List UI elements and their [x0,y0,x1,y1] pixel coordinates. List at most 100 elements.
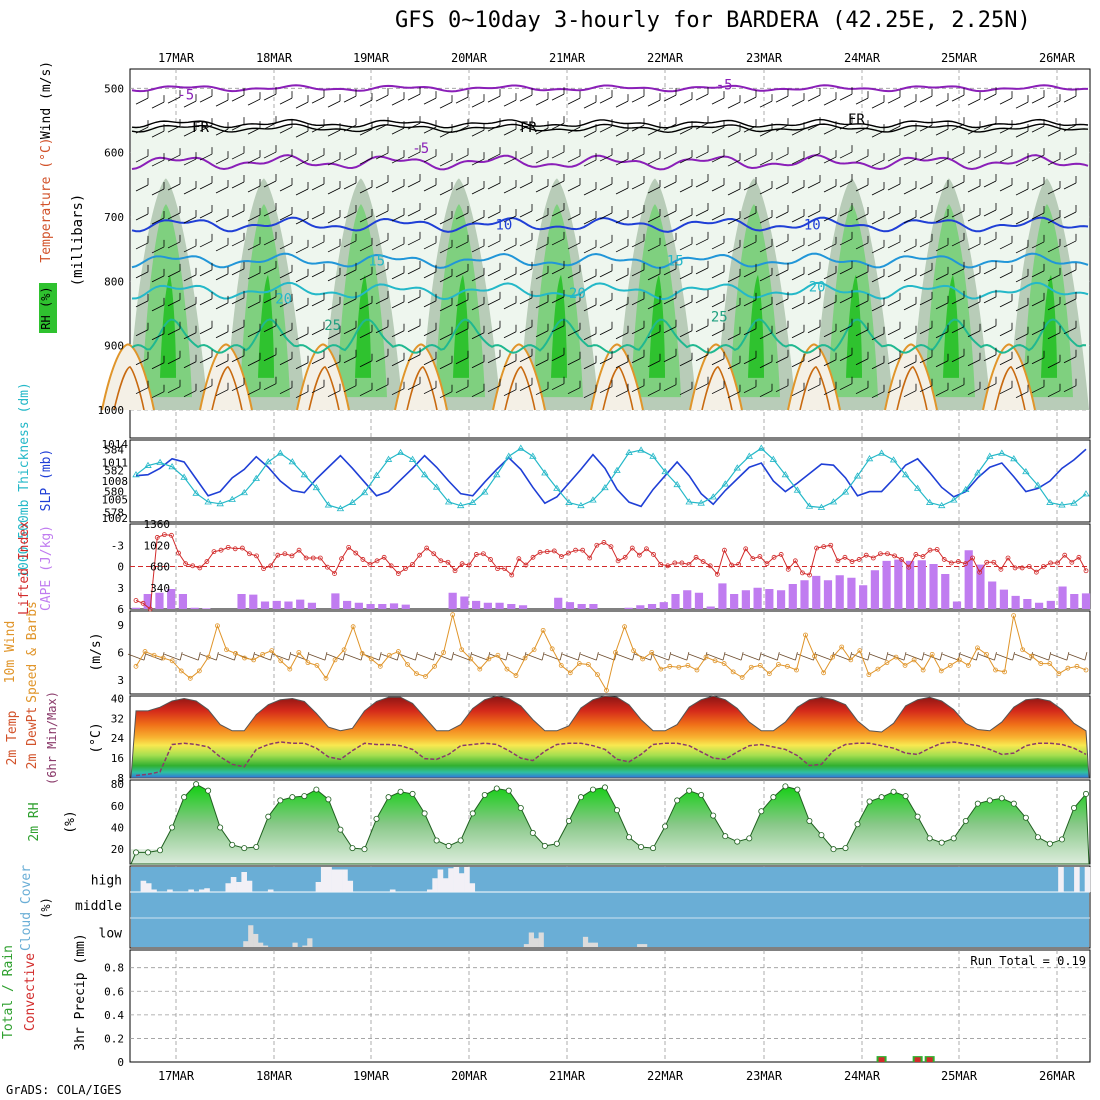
cape-bar [389,603,399,609]
rh-point [902,793,909,800]
temp-contour-35 [602,365,634,411]
wind-barb [375,94,389,102]
wind-speed-point [875,666,881,672]
lifted-index-point [551,548,557,554]
wind-barb [679,156,693,164]
wind-barb [1031,241,1045,249]
wind-barb [375,123,389,131]
wind-barb [263,296,277,304]
wind-barb [326,653,344,661]
wind-barb [869,653,887,661]
wind-barb [935,128,949,136]
wind-barb [631,327,645,335]
wind-barb [871,362,885,370]
wind-barb [487,211,501,219]
wind-barb [199,327,213,335]
y-tick-label: 580 [104,486,124,499]
wind-barb [1015,304,1029,312]
cloud-bar-high [188,889,194,892]
wind-barb [247,185,261,193]
wind-barb [807,94,821,102]
wind-barb [435,653,452,661]
wind-barb [343,153,357,161]
cape-bar [870,570,879,609]
cape-bar [249,594,258,609]
cloud-bar-low [533,938,539,947]
day-label-top: 17MAR [158,51,195,65]
rh-point [241,845,248,852]
wind-barb [1047,303,1061,311]
lifted-index-point [778,552,784,557]
wind-barb [679,272,693,280]
wind-barb [887,241,901,249]
wind-barb [507,653,525,661]
y-tick-label: 16 [111,752,124,765]
wind-barb [279,184,293,192]
wind-barb [1047,158,1061,166]
cape-bar [472,600,481,609]
wind-speed-point [531,647,537,653]
slp-point [950,496,958,503]
wind-barb [487,153,501,161]
wind-barb [375,355,389,363]
rh-shading-core [453,274,469,378]
wind-barb [183,303,197,311]
wind-barb [215,389,229,397]
contour-label: 20 [809,279,826,295]
wind-speed-point [477,666,483,672]
wind-speed-point [196,668,202,674]
wind-speed-point [857,648,863,654]
lifted-index-point [1026,564,1032,569]
cape-bar [823,580,833,609]
lifted-index-point [176,550,181,556]
wind-barb [423,300,437,308]
wind-barb [439,275,453,283]
wind-barb [247,388,261,396]
wind-barb [855,387,869,395]
lifted-index-point [360,557,366,562]
panel-frame-ua [129,68,1091,439]
wind-speed-point [350,624,356,630]
cape-bar [1046,600,1055,609]
wind-barb [839,354,853,362]
wind-barb [535,388,549,396]
wind-barb [791,389,805,397]
wind-barb [647,273,661,281]
wind-barb-flag [903,652,907,661]
cape-bar [730,594,739,609]
wind-barb [567,97,581,105]
cloud-bar-high [347,880,354,892]
wind-barb [487,269,501,277]
wind-barb [327,332,341,340]
wind-barb [631,124,645,132]
wind-barb [311,328,325,336]
lifted-index-point [303,555,309,561]
wind-barb [695,151,709,159]
wind-barb [615,187,629,195]
cloud-layer-label: middle [75,899,122,914]
contour-label: -5 [177,88,194,104]
y-tick-label: 500 [104,82,124,95]
wind-barb [439,130,453,138]
wind-barb [183,332,197,340]
cape-bar [1070,594,1079,609]
wind-barb [183,187,197,195]
contour-label: 15 [368,254,385,270]
slp-point [228,495,236,502]
rh-point [1070,805,1077,812]
wind-barb [471,158,485,166]
slp-point [408,455,417,462]
wind-barb [647,302,661,310]
temp-contour-35 [896,365,928,411]
wind-barb [199,211,213,219]
wind-barb [343,327,357,335]
slp-point [1070,499,1078,506]
wind-barb [999,329,1013,337]
rh-point [301,793,308,800]
wind-barb [935,389,949,397]
wind-speed-point [187,675,193,681]
wind-barb [1015,391,1029,399]
wind-speed-point [866,672,872,678]
wind-barb [391,243,405,251]
wind-speed-point [1038,661,1044,666]
